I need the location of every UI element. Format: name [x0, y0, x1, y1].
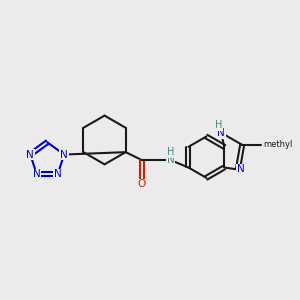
Text: N: N	[60, 149, 68, 160]
Text: H: H	[215, 120, 223, 130]
Text: O: O	[138, 179, 146, 189]
Text: N: N	[218, 128, 225, 138]
Text: methyl: methyl	[263, 140, 292, 149]
Text: N: N	[54, 169, 61, 179]
Text: N: N	[26, 149, 34, 160]
Text: N: N	[167, 155, 174, 165]
Text: N: N	[237, 164, 244, 175]
Text: N: N	[33, 169, 40, 179]
Text: H: H	[167, 147, 174, 157]
